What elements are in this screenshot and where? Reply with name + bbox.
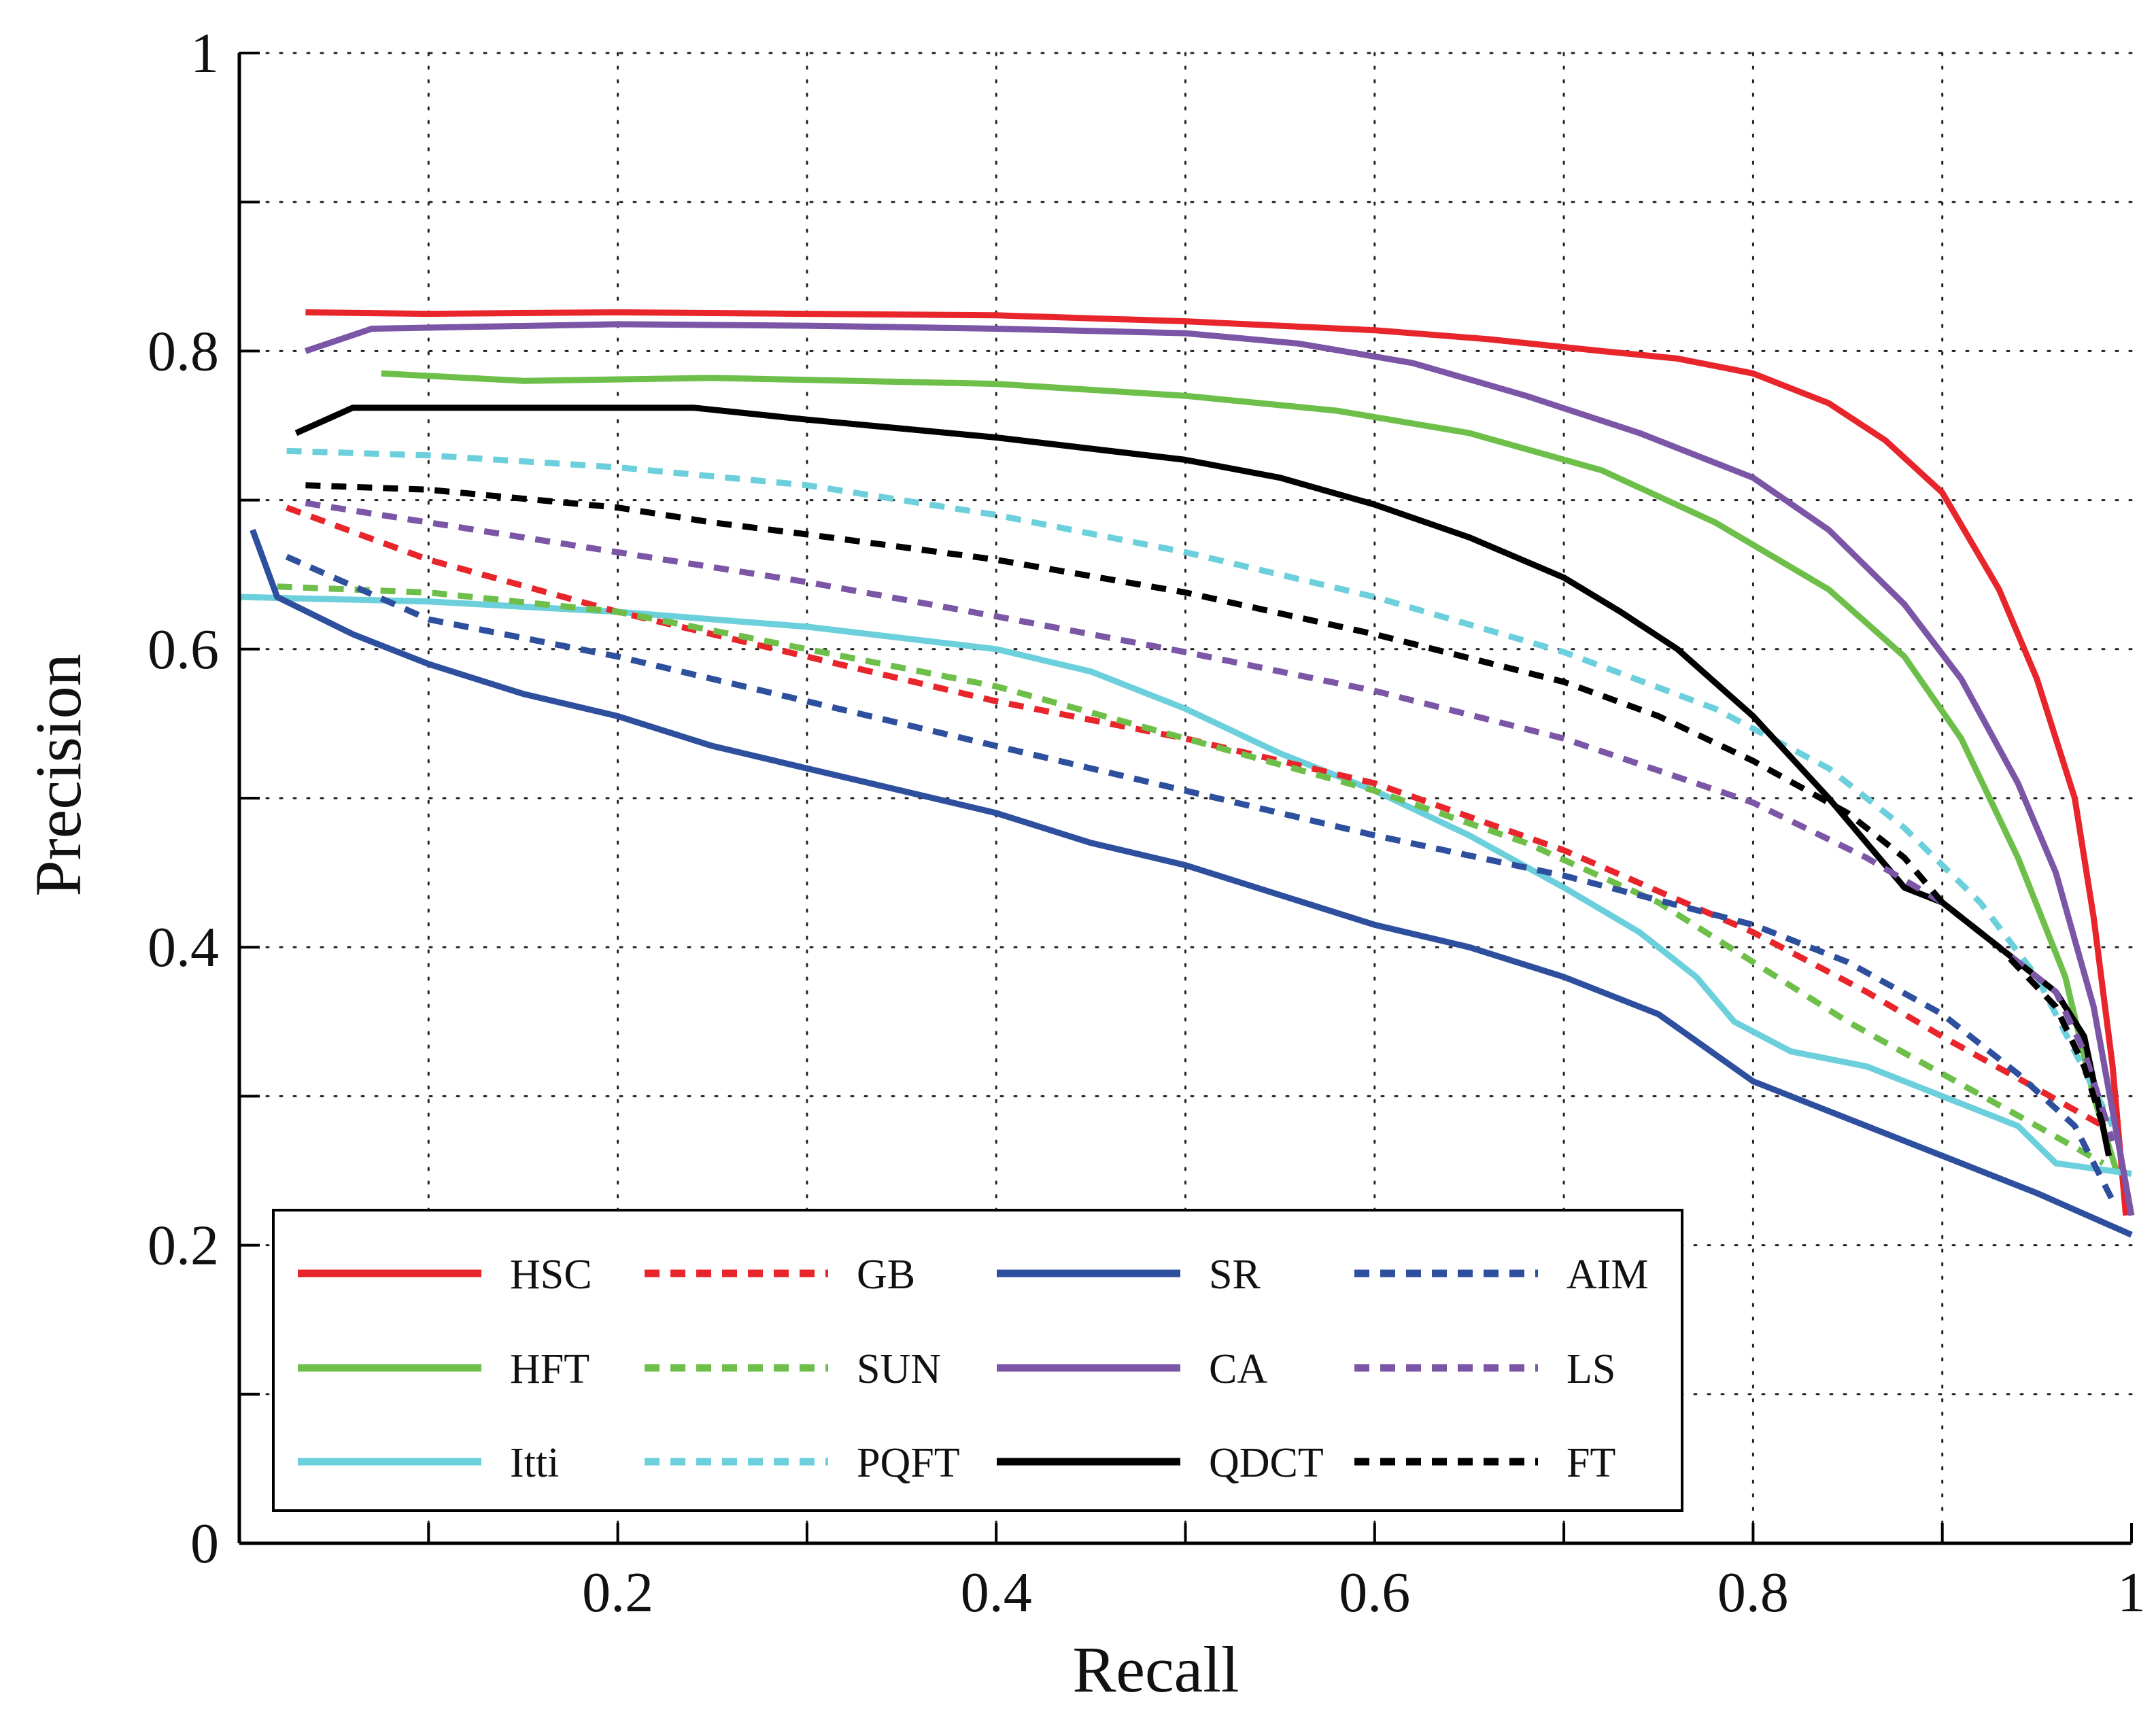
legend-box [272, 1209, 1683, 1512]
y-tick-label: 1 [190, 22, 219, 85]
y-tick-label: 0.2 [148, 1214, 219, 1277]
legend-label-gb: GB [857, 1252, 915, 1298]
series-line-qdct [294, 405, 2112, 1156]
legend-label-ca: CA [1209, 1346, 1267, 1392]
legend-label-ls: LS [1567, 1346, 1615, 1392]
x-tick-label: 0.6 [1339, 1561, 1410, 1624]
y-axis-title: Precision [22, 653, 95, 896]
x-tick-label: 0.2 [582, 1561, 653, 1624]
series-layer [239, 309, 2135, 1238]
axes-layer: 0.2 0.4 0.6 0.8 1 0 0.2 0.4 0.6 0.8 1 [148, 22, 2146, 1624]
legend-label-ft: FT [1567, 1440, 1615, 1486]
legend-label-qdct: QDCT [1209, 1440, 1324, 1486]
x-tick-label: 0.8 [1717, 1561, 1789, 1624]
series-line-hsc [305, 309, 2129, 1216]
series-line-sun [277, 583, 2105, 1166]
legend-label-hft: HFT [510, 1346, 589, 1392]
legend-label-itti: Itti [510, 1440, 559, 1486]
legend-label-hsc: HSC [510, 1252, 592, 1298]
x-tick-label: 0.4 [961, 1561, 1032, 1624]
series-line-ft [305, 482, 2106, 1127]
legend-label-aim: AIM [1567, 1252, 1649, 1298]
legend-label-sr: SR [1209, 1252, 1261, 1298]
series-line-sr [250, 528, 2133, 1238]
y-tick-label: 0.4 [148, 916, 219, 979]
series-line-ca [304, 321, 2135, 1216]
legend-label-pqft: PQFT [857, 1440, 960, 1486]
legend-label-sun: SUN [857, 1346, 941, 1392]
series-line-itti [239, 594, 2132, 1177]
y-tick-label: 0 [190, 1512, 219, 1575]
x-tick-label: 1 [2117, 1561, 2146, 1624]
series-line-hft [381, 370, 2120, 1172]
x-axis-title: Recall [1072, 1633, 1239, 1706]
legend: HSC GB SR AIM HFT SUN CA LS Itti PQFT QDCT FT [272, 1209, 1683, 1512]
y-tick-label: 0.6 [148, 618, 219, 681]
series-line-ls [305, 500, 2116, 1142]
series-line-pqft [286, 447, 2116, 1128]
series-line-gb [286, 504, 2105, 1129]
y-tick-label: 0.8 [148, 320, 219, 383]
series-line-aim [285, 553, 2116, 1202]
